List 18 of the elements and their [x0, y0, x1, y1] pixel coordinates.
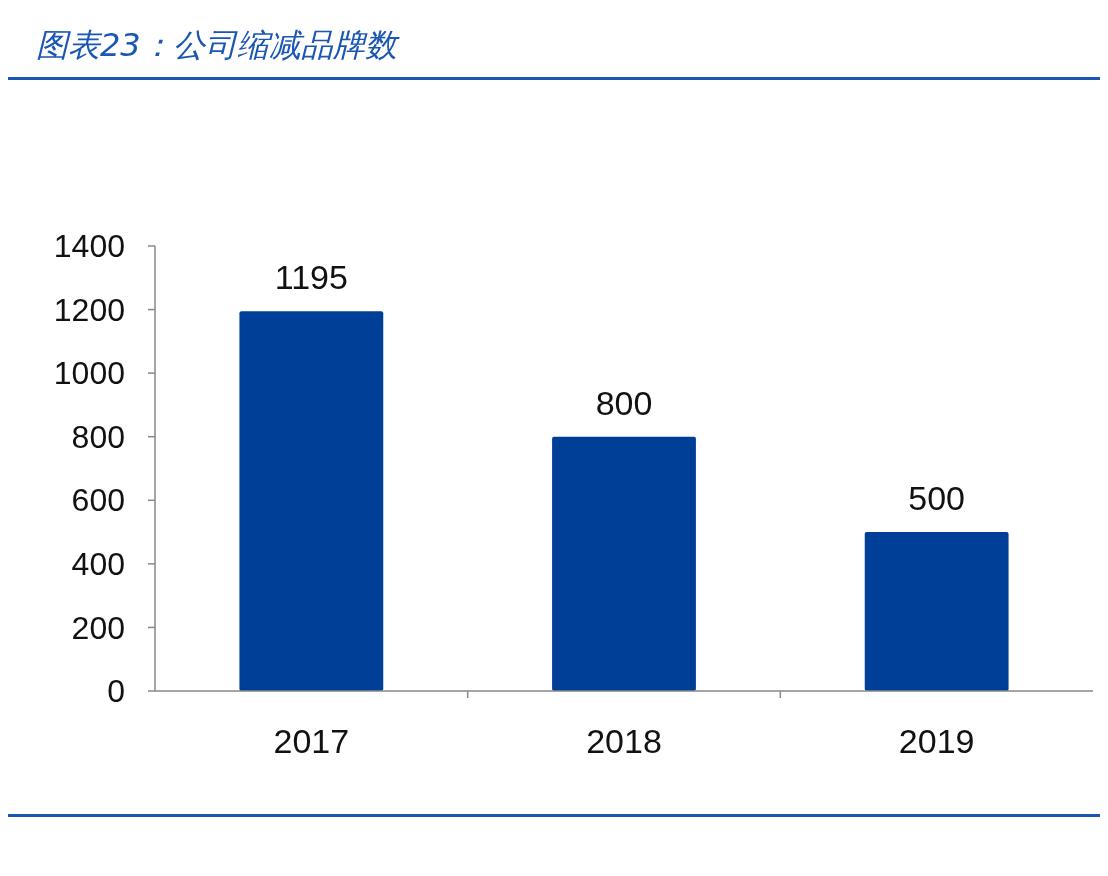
- bar: [552, 436, 696, 691]
- bar: [864, 532, 1009, 691]
- y-tick-label: 800: [71, 418, 125, 455]
- x-tick-label: 2017: [273, 722, 350, 760]
- y-tick-label: 1000: [53, 355, 125, 392]
- y-tick-label: 1400: [53, 228, 125, 265]
- y-tick-label: 400: [71, 546, 125, 583]
- y-tick-label: 0: [107, 673, 125, 710]
- y-tick-label: 600: [71, 482, 125, 519]
- y-tick-label: 1200: [53, 291, 125, 328]
- x-tick-label: 2018: [586, 722, 662, 760]
- chart-title: 图表23：公司缩减品牌数: [36, 26, 400, 64]
- x-tick-label: 2019: [898, 722, 975, 760]
- data-label: 800: [595, 383, 653, 422]
- bar: [239, 311, 384, 691]
- data-label: 500: [908, 479, 966, 518]
- y-tick-label: 200: [71, 609, 125, 646]
- data-label: 1195: [274, 258, 348, 297]
